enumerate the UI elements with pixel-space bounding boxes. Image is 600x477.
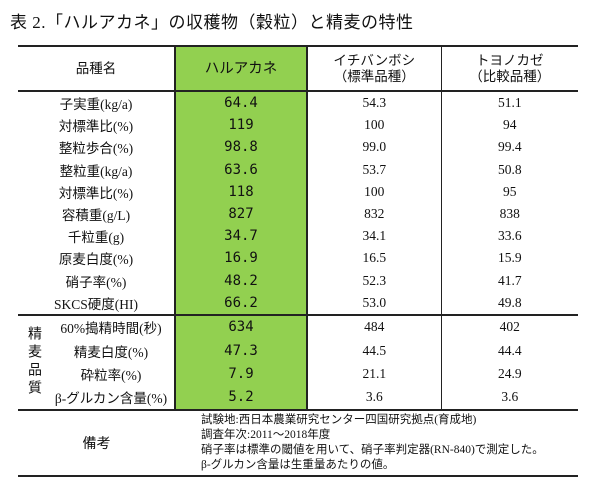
remarks-row: 備考 試験地:西日本農業研究センター四国研究拠点(育成地) 調査年次:2011～20… [18,408,578,477]
row-label: 整粒歩合(%) [58,141,134,157]
header-ichibanboshi-name: イチバンボシ [333,52,416,68]
value-harukane: 66.2 [174,291,308,315]
value-ichibanboshi: 16.5 [307,247,442,270]
quality-row: 精麦品質 60%搗精時間(秒) 634 484 402 [18,313,578,410]
value-ichibanboshi: 100 [307,114,442,137]
characteristics-table: 品種名 ハルアカネ イチバンボシ （標準品種） トヨノカゼ （比較品種） 子実重(k… [18,45,578,477]
table-row: 整粒重(kg/a) 63.6 53.7 50.8 [18,158,578,181]
row-label: 千粒重(g) [67,230,125,246]
remarks-line: 硝子率は標準の閾値を用いて、硝子率判定器(RN-840)で測定した。 [201,443,544,456]
value-harukane: 47.3 [174,339,308,363]
row-label: 精麦白度(%) [73,344,149,360]
value-ichibanboshi: 53.0 [307,291,442,315]
row-label: 硝子率(%) [65,274,127,290]
value-harukane: 64.4 [174,91,308,115]
header-ichibanboshi: イチバンボシ （標準品種） [307,45,442,92]
header-variety-name: 品種名 [18,45,175,92]
value-harukane: 48.2 [174,269,308,292]
value-toyonokaze: 24.9 [497,365,522,381]
value-ichibanboshi: 34.1 [307,225,442,248]
value-harukane: 63.6 [174,158,308,181]
value-harukane: 7.9 [174,362,308,386]
value-ichibanboshi: 832 [307,202,442,226]
value-ichibanboshi: 99.0 [307,136,442,159]
header-harukane: ハルアカネ [174,45,308,92]
table-title: 表 2.「ハルアカネ」の収穫物（穀粒）と精麦の特性 [10,13,414,32]
row-label: 砕粒率(%) [80,367,142,383]
table-row: SKCS硬度(HI) 66.2 53.0 49.8 [18,291,578,315]
value-ichibanboshi: 54.3 [307,91,442,115]
value-toyonokaze: 33.6 [497,228,522,244]
row-label: 容積重(g/L) [61,208,131,224]
value-harukane: 98.8 [174,136,308,159]
value-toyonokaze: 94 [503,117,517,133]
value-toyonokaze: 51.1 [497,95,522,111]
value-harukane: 634 [174,313,308,340]
remarks-label: 備考 [18,408,175,477]
table-row: 子実重(kg/a) 64.4 54.3 51.1 [18,91,578,115]
value-toyonokaze: 3.6 [501,389,519,405]
value-harukane: 118 [174,180,308,203]
value-ichibanboshi: 52.3 [307,269,442,292]
table-row: 対標準比(%) 118 100 95 [18,180,578,203]
value-ichibanboshi: 44.5 [307,339,442,363]
value-toyonokaze: 15.9 [497,250,522,266]
quality-row: β-グルカン含量(%) 5.2 3.6 3.6 [18,385,578,410]
value-toyonokaze: 99.4 [497,139,522,155]
header-ichibanboshi-note: （標準品種） [333,68,415,84]
value-ichibanboshi: 3.6 [307,385,442,410]
row-label: 原麦白度(%) [58,252,134,268]
row-label: 対標準比(%) [58,185,134,201]
quality-group-label: 精麦品質 [18,313,48,410]
header-toyonokaze-name: トヨノカゼ [476,52,544,68]
remarks-text: 試験地:西日本農業研究センター四国研究拠点(育成地) 調査年次:2011～2018… [175,408,578,477]
value-harukane: 119 [174,114,308,137]
quality-row: 砕粒率(%) 7.9 21.1 24.9 [18,362,578,386]
value-harukane: 827 [174,202,308,226]
table-row: 原麦白度(%) 16.9 16.5 15.9 [18,247,578,270]
row-label: SKCS硬度(HI) [53,296,138,312]
row-label: 子実重(kg/a) [59,97,133,113]
table-row: 容積重(g/L) 827 832 838 [18,202,578,226]
table-row: 千粒重(g) 34.7 34.1 33.6 [18,225,578,248]
remarks-line: β-グルカン含量は生重量あたりの値。 [201,458,395,471]
table-row: 硝子率(%) 48.2 52.3 41.7 [18,269,578,292]
row-label: 対標準比(%) [58,119,134,135]
remarks-line: 調査年次:2011～2018年度 [201,428,331,441]
value-ichibanboshi: 21.1 [307,362,442,386]
remarks-line: 試験地:西日本農業研究センター四国研究拠点(育成地) [201,413,477,426]
value-harukane: 16.9 [174,247,308,270]
header-row: 品種名 ハルアカネ イチバンボシ （標準品種） トヨノカゼ （比較品種） [18,45,578,92]
header-toyonokaze: トヨノカゼ （比較品種） [441,45,578,92]
header-toyonokaze-note: （比較品種） [469,68,551,84]
value-harukane: 34.7 [174,225,308,248]
value-ichibanboshi: 484 [307,313,442,340]
row-label: 整粒重(kg/a) [59,163,133,179]
value-toyonokaze: 402 [441,313,578,340]
table-row: 対標準比(%) 119 100 94 [18,114,578,137]
value-toyonokaze: 49.8 [497,294,522,310]
value-toyonokaze: 41.7 [497,272,522,288]
quality-row: 精麦白度(%) 47.3 44.5 44.4 [18,339,578,363]
value-toyonokaze: 838 [499,206,520,222]
table-row: 整粒歩合(%) 98.8 99.0 99.4 [18,136,578,159]
value-toyonokaze: 95 [503,183,517,199]
row-label: 60%搗精時間(秒) [48,313,175,340]
value-ichibanboshi: 100 [307,180,442,203]
row-label: β-グルカン含量(%) [54,391,168,407]
value-ichibanboshi: 53.7 [307,158,442,181]
value-harukane: 5.2 [174,385,308,410]
value-toyonokaze: 50.8 [497,161,522,177]
value-toyonokaze: 44.4 [497,342,522,358]
